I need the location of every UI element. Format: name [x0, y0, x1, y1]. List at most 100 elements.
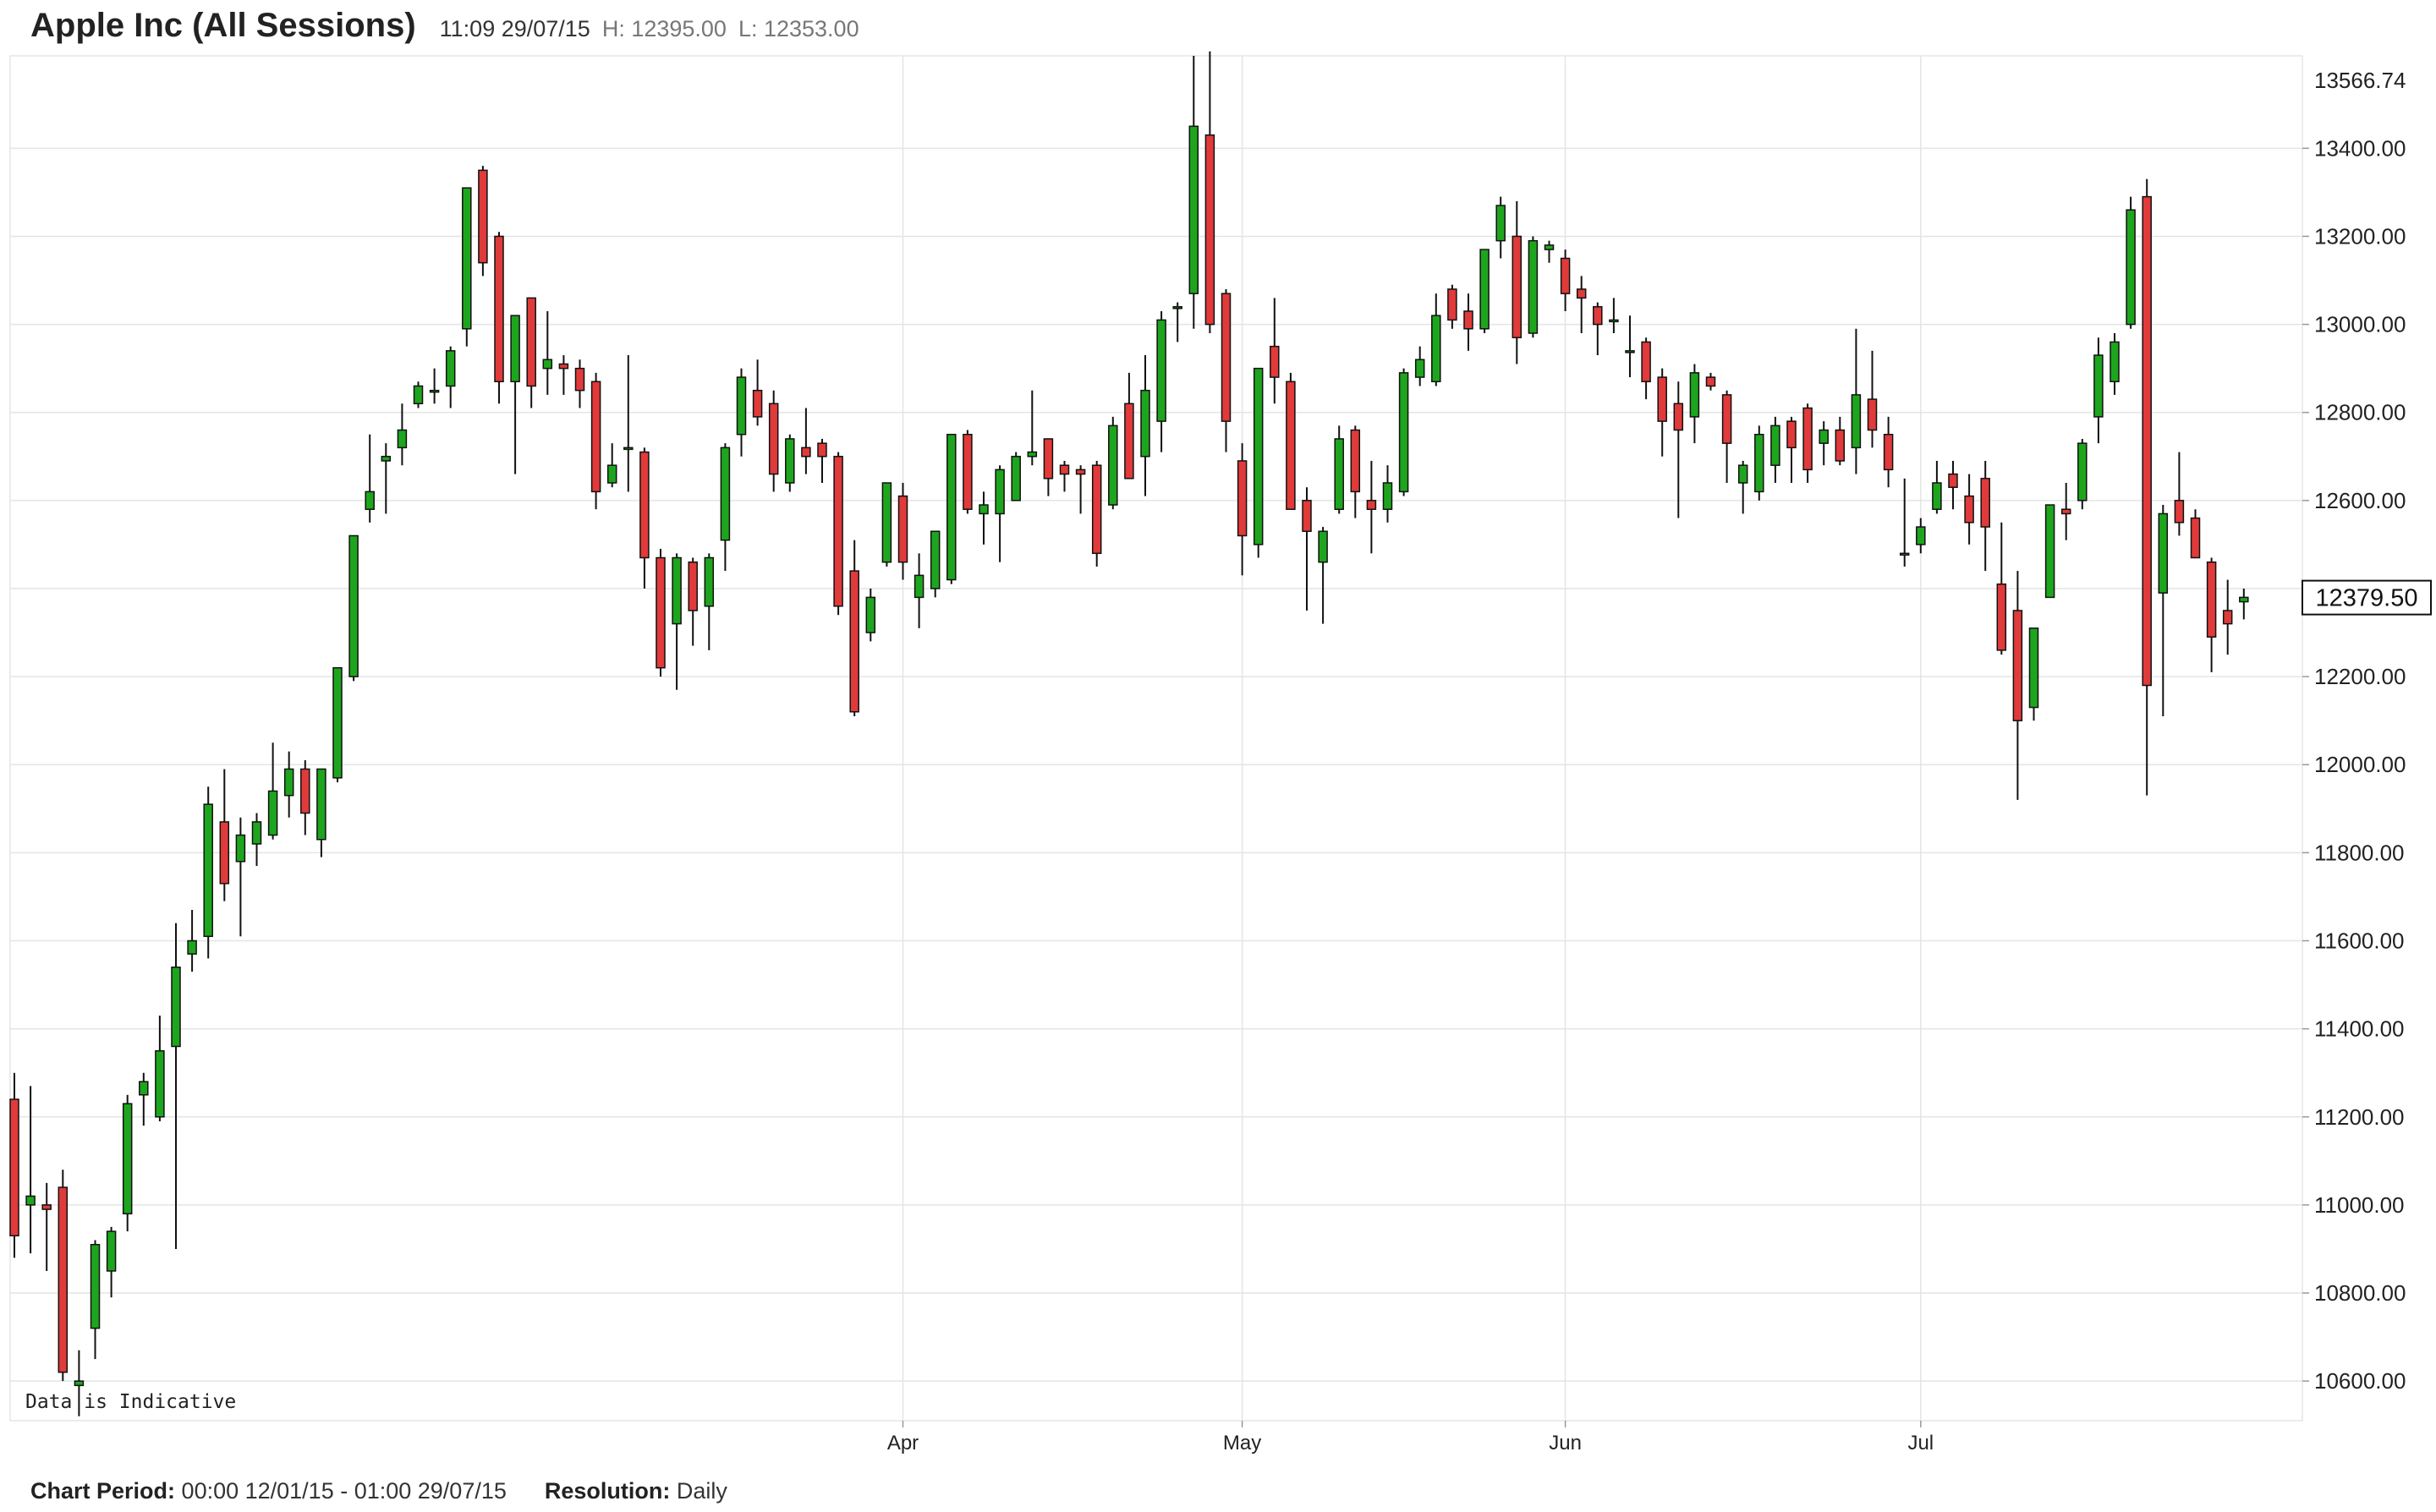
x-tick-label: May	[1223, 1432, 1261, 1454]
y-tick-label: 13400.00	[2314, 135, 2406, 161]
candle-down	[494, 235, 504, 383]
candle-up	[122, 1103, 133, 1215]
candle-down	[2190, 517, 2201, 559]
candle-down	[963, 434, 973, 511]
candle-up	[1318, 530, 1328, 563]
candle-up	[365, 490, 375, 511]
chart-period-value: 00:00 12/01/15 - 01:00 29/07/15	[181, 1478, 507, 1504]
candle-up	[865, 596, 876, 633]
candle-down	[1075, 468, 1086, 475]
candle-up	[187, 940, 197, 955]
y-tick-label: 13000.00	[2314, 312, 2406, 337]
plot-area	[9, 55, 2303, 1422]
y-tick-label: 10800.00	[2314, 1280, 2406, 1306]
candle-down	[219, 821, 230, 885]
candle-down	[1463, 310, 1473, 330]
candle-up	[397, 429, 408, 449]
candle-up	[510, 315, 520, 383]
y-tick-label: 11800.00	[2314, 840, 2405, 865]
candle-up	[429, 389, 440, 393]
x-tick-label: Apr	[887, 1432, 919, 1454]
y-tick-label: 11400.00	[2314, 1016, 2405, 1042]
candle-up	[2028, 627, 2039, 709]
candle-down	[1835, 429, 1846, 462]
candle-down	[688, 561, 698, 611]
candle-down	[1705, 376, 1716, 387]
candle-up	[171, 966, 181, 1048]
candle-up	[1916, 526, 1926, 545]
candle-down	[1302, 500, 1312, 533]
instrument-title: Apple Inc (All Sessions)	[30, 7, 416, 44]
candle-up	[785, 438, 795, 484]
candle-up	[283, 768, 294, 797]
y-tick-label: 12600.00	[2314, 488, 2406, 513]
candle-up	[332, 666, 343, 779]
candle-up	[90, 1243, 101, 1329]
candle-up	[445, 350, 456, 387]
candle-up	[316, 768, 326, 841]
candle-down	[478, 169, 488, 264]
candle-up	[1382, 482, 1393, 511]
chart-footer: Chart Period: 00:00 12/01/15 - 01:00 29/…	[30, 1478, 727, 1504]
candle-up	[881, 482, 892, 563]
candle-down	[1786, 420, 1797, 449]
candle-down	[1237, 460, 1248, 537]
candle-up	[1253, 367, 1264, 545]
candle-up	[139, 1081, 149, 1096]
candle-down	[9, 1098, 19, 1237]
candle-down	[1286, 381, 1296, 511]
candle-up	[348, 534, 359, 677]
candle-down	[574, 367, 585, 392]
candle-up	[2239, 596, 2249, 603]
current-price-label: 12379.50	[2316, 585, 2418, 612]
candle-down	[801, 446, 811, 457]
resolution-value: Daily	[676, 1478, 727, 1504]
candle-up	[914, 574, 924, 599]
candle-down	[1657, 376, 1667, 422]
candle-up	[235, 834, 246, 863]
candle-up	[930, 530, 941, 589]
chart-period-label: Chart Period:	[30, 1478, 176, 1504]
session-high: H: 12395.00	[601, 16, 727, 41]
candle-down	[1673, 403, 1684, 431]
y-tick-label: 11200.00	[2314, 1104, 2405, 1130]
candle-down	[2222, 610, 2233, 625]
candle-up	[1188, 125, 1199, 294]
candle-down	[1350, 429, 1361, 493]
candle-up	[1027, 451, 1038, 457]
candle-up	[267, 790, 278, 836]
candle-down	[1802, 407, 1813, 471]
candle-up	[542, 359, 553, 370]
candle-up	[251, 821, 262, 845]
candle-down	[639, 451, 650, 559]
candle-down	[1270, 345, 1280, 378]
candle-down	[1948, 473, 1958, 488]
candle-up	[720, 446, 731, 541]
candle-up	[623, 446, 634, 451]
candle-up	[2077, 442, 2088, 501]
candlestick-chart[interactable]: 10600.00 10800.00 11000.00 11200.00 11400.00…	[0, 0, 2436, 1471]
candle-up	[1625, 350, 1635, 353]
candle-up	[1754, 434, 1764, 493]
candle-up	[1431, 315, 1441, 383]
candle-up	[2044, 504, 2055, 599]
candle-up	[2110, 341, 2120, 383]
candle-down	[1221, 293, 1232, 422]
y-tick-label: 12800.00	[2314, 400, 2406, 425]
candle-down	[1593, 306, 1603, 326]
y-tick-label: 10600.00	[2314, 1368, 2406, 1394]
candle-down	[1721, 394, 1732, 444]
candle-down	[1560, 257, 1571, 294]
candle-down	[590, 381, 601, 493]
chart-header: Apple Inc (All Sessions) 11:09 29/07/15 …	[30, 7, 859, 54]
candle-up	[2093, 354, 2104, 418]
y-tick-label: 13200.00	[2314, 223, 2406, 249]
candle-up	[1495, 205, 1506, 242]
candle-up	[1334, 438, 1344, 511]
candle-down	[1124, 403, 1134, 479]
candle-up	[462, 187, 472, 330]
candle-up	[1737, 464, 1748, 484]
candle-down	[833, 456, 843, 607]
candle-up	[413, 385, 424, 405]
candle-down	[1964, 495, 1974, 523]
